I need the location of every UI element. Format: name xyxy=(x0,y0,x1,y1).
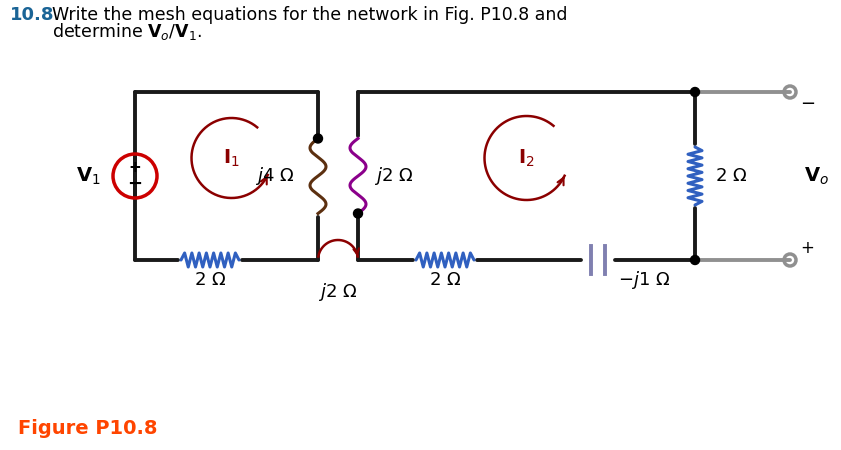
Text: $-j$1 $\Omega$: $-j$1 $\Omega$ xyxy=(618,269,670,291)
Text: $j$2 $\Omega$: $j$2 $\Omega$ xyxy=(374,165,413,187)
Text: Write the mesh equations for the network in Fig. P10.8 and: Write the mesh equations for the network… xyxy=(52,6,568,24)
Text: +: + xyxy=(129,161,141,176)
Text: $\mathbf{V}_1$: $\mathbf{V}_1$ xyxy=(77,165,101,187)
Circle shape xyxy=(353,209,362,218)
Text: −: − xyxy=(128,175,143,193)
Text: Figure P10.8: Figure P10.8 xyxy=(18,418,157,437)
Circle shape xyxy=(690,87,700,96)
Circle shape xyxy=(314,134,322,143)
Text: 10.8: 10.8 xyxy=(10,6,55,24)
Text: $j$4 $\Omega$: $j$4 $\Omega$ xyxy=(255,165,294,187)
Text: $\mathbf{V}_o$: $\mathbf{V}_o$ xyxy=(804,165,829,187)
Text: 2 $\Omega$: 2 $\Omega$ xyxy=(715,167,747,185)
Text: $\mathbf{I}_1$: $\mathbf{I}_1$ xyxy=(223,147,240,169)
Text: −: − xyxy=(800,95,815,113)
Text: determine $\mathbf{V}_o/\mathbf{V}_1$.: determine $\mathbf{V}_o/\mathbf{V}_1$. xyxy=(52,21,202,41)
Text: $\mathbf{I}_2$: $\mathbf{I}_2$ xyxy=(518,147,535,169)
Circle shape xyxy=(690,256,700,265)
Text: 2 $\Omega$: 2 $\Omega$ xyxy=(194,271,226,289)
Text: 2 $\Omega$: 2 $\Omega$ xyxy=(429,271,461,289)
Text: +: + xyxy=(800,239,814,257)
Text: $j$2 $\Omega$: $j$2 $\Omega$ xyxy=(319,281,357,303)
